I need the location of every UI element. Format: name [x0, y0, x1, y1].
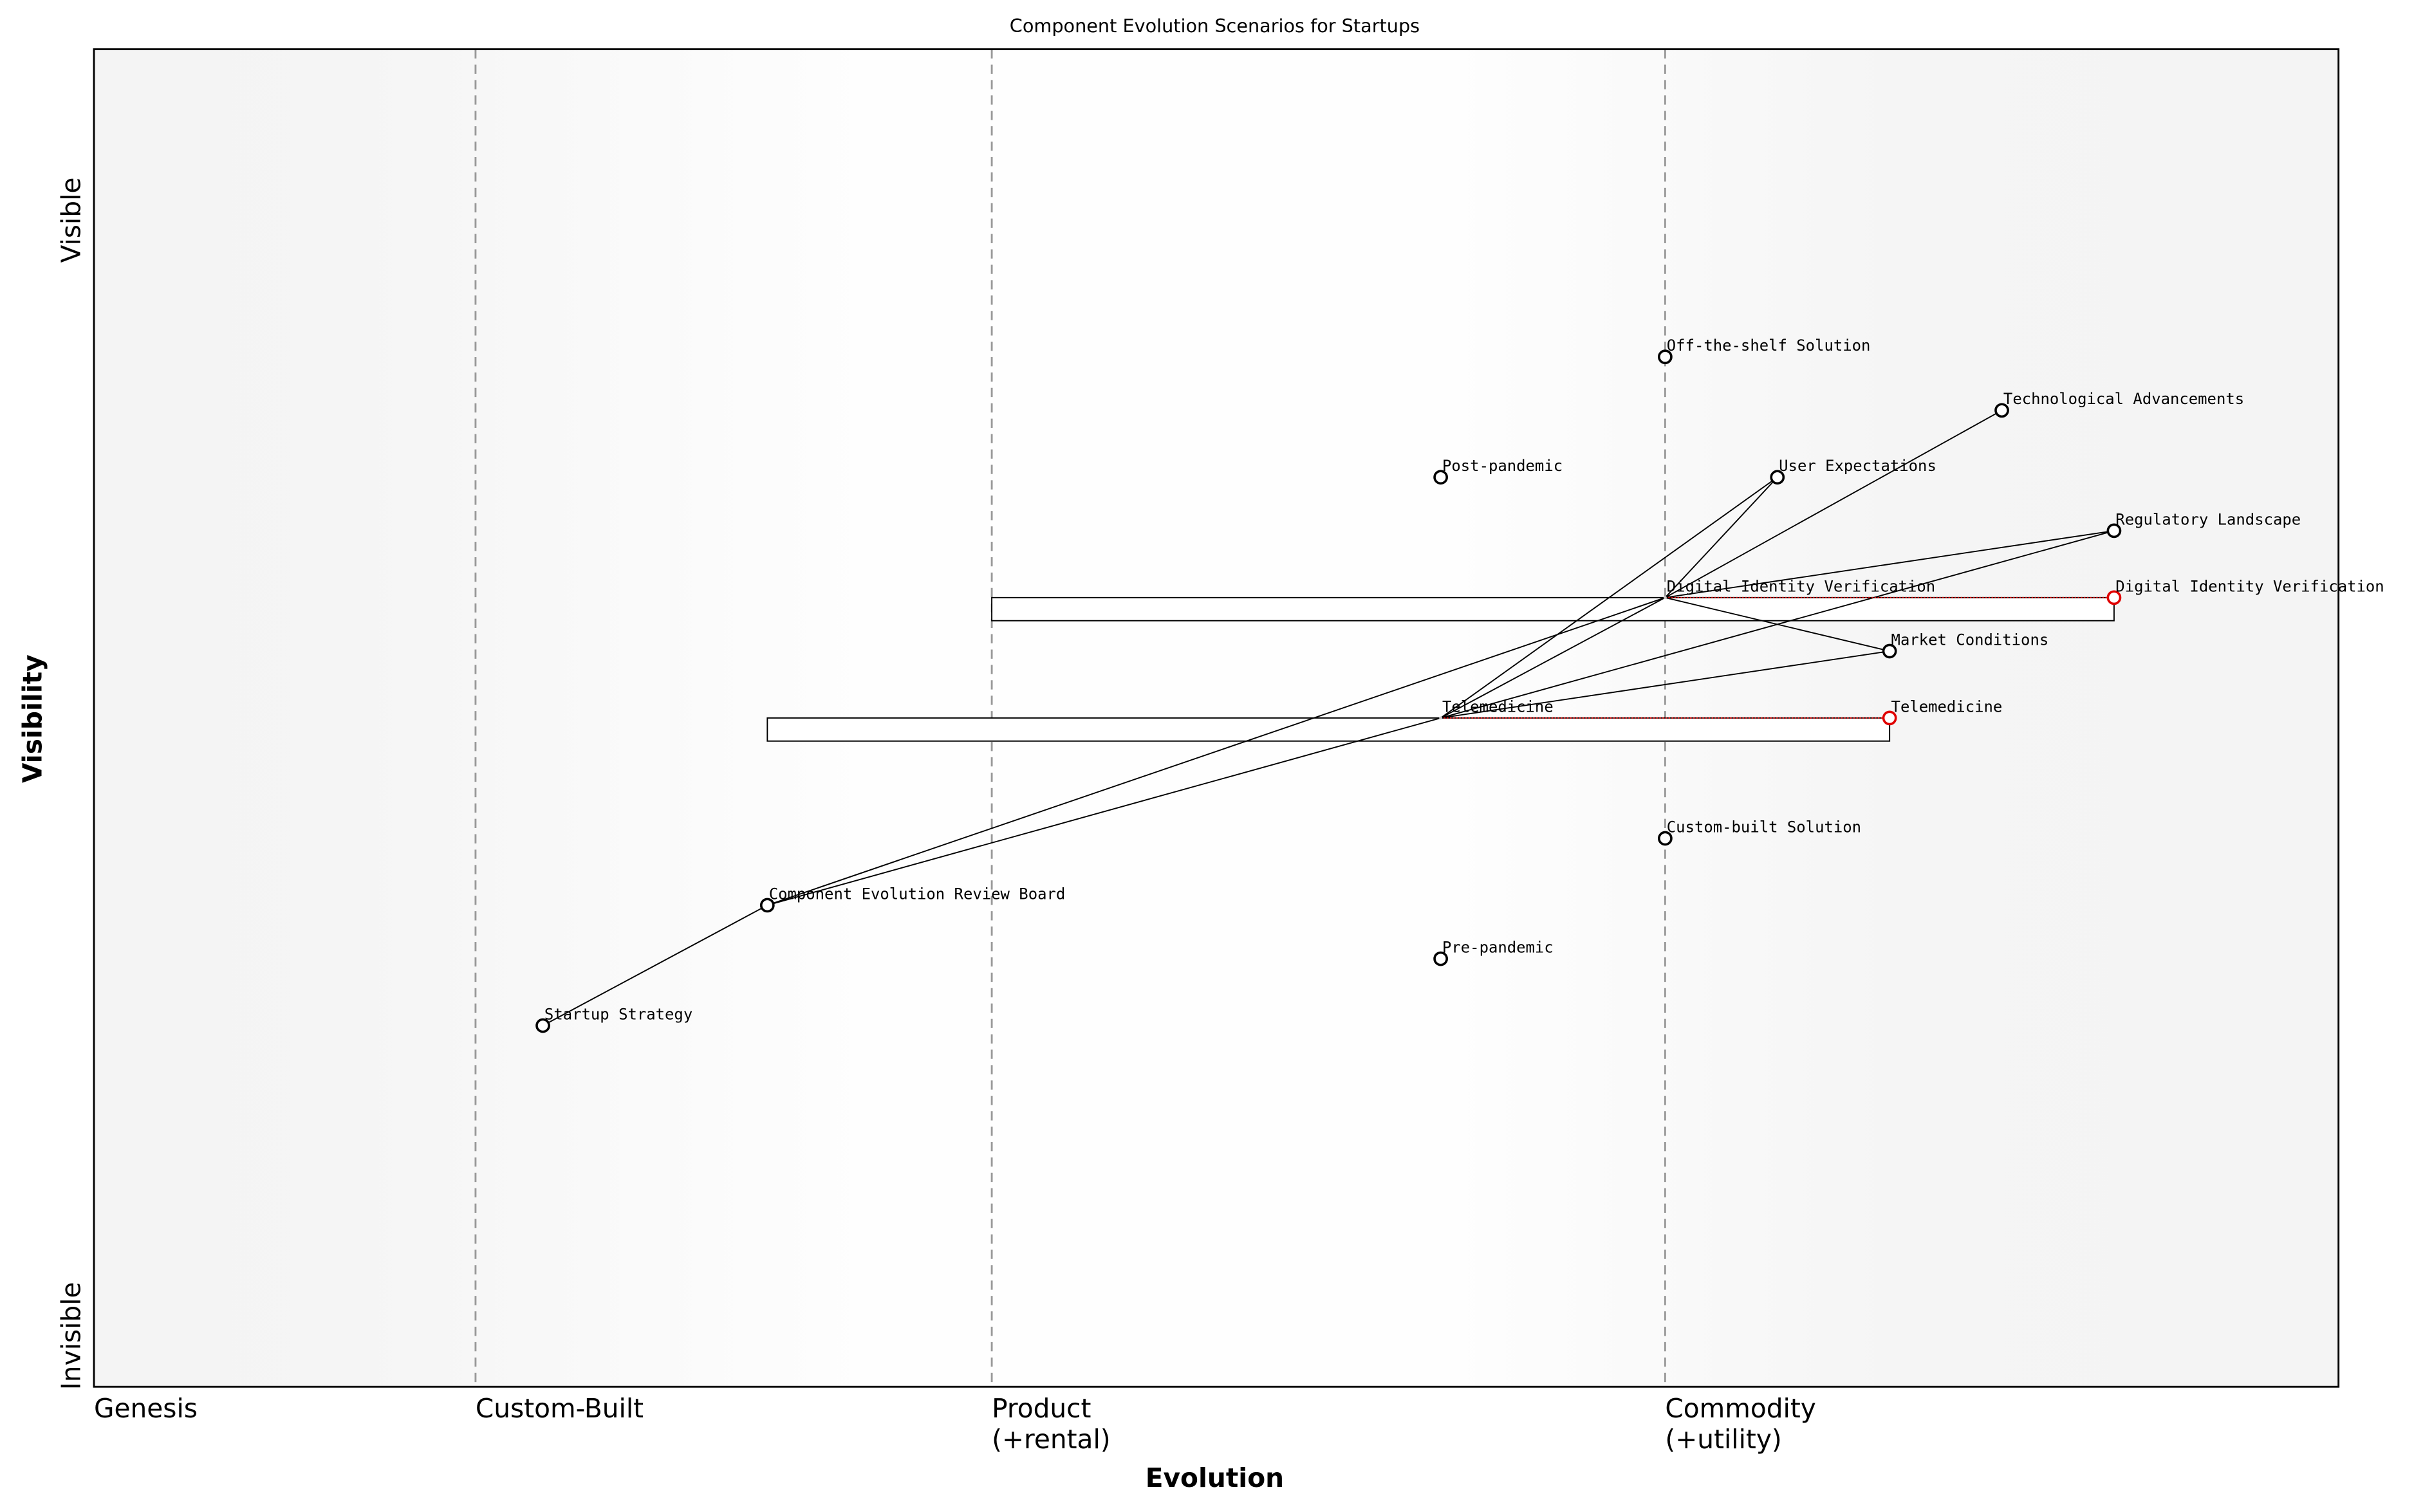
y-axis-title: Visibility — [17, 654, 48, 783]
evolved-marker — [1882, 710, 1897, 726]
component-label: Post-pandemic — [1442, 457, 1563, 475]
component-label: Market Conditions — [1891, 631, 2049, 649]
plot-layer: Genesis Custom-Built Product (+rental) Commo… — [94, 49, 2384, 1455]
link — [1664, 477, 1778, 598]
link — [1440, 650, 1890, 719]
evolved-label: Digital Identity Verification — [2115, 577, 2384, 595]
y-bottom-label: Invisible — [55, 1282, 86, 1390]
pipeline — [991, 596, 2115, 622]
component-marker — [1433, 951, 1448, 966]
plot-frame — [93, 48, 2340, 1388]
stage-label-line: Custom-Built — [476, 1393, 644, 1424]
component-marker — [1433, 470, 1448, 485]
component-marker — [1439, 716, 1443, 720]
stage-label-line: Product — [992, 1393, 1091, 1424]
component-marker — [1658, 831, 1673, 846]
link — [767, 596, 1666, 906]
component-label: Technological Advancements — [2003, 390, 2244, 408]
component-marker — [1770, 470, 1785, 485]
evolved-label: Telemedicine — [1891, 697, 2003, 715]
stage-label: Custom-Built — [476, 1393, 644, 1424]
pipeline — [766, 717, 1891, 742]
component-label: Telemedicine — [1442, 697, 1554, 715]
link — [543, 905, 768, 1026]
component-label: Digital Identity Verification — [1667, 577, 1935, 595]
component-marker — [1994, 403, 2009, 418]
component-marker — [535, 1018, 550, 1033]
chart-title: Component Evolution Scenarios for Startu… — [1010, 15, 1420, 37]
stage-label: Product (+rental) — [992, 1393, 1111, 1455]
link — [1665, 530, 2115, 598]
component-label: Regulatory Landscape — [2115, 510, 2301, 528]
stage-label: Genesis — [94, 1393, 198, 1424]
component-marker — [759, 898, 775, 913]
component-label: Component Evolution Review Board — [769, 885, 1066, 903]
x-axis-title: Evolution — [1146, 1462, 1284, 1493]
evolved-marker — [2106, 590, 2122, 605]
y-top-label: Visible — [55, 178, 86, 263]
link — [1440, 476, 1778, 719]
component-label: Pre-pandemic — [1442, 939, 1554, 957]
component-marker — [1663, 596, 1667, 600]
link — [767, 717, 1441, 906]
component-label: Custom-built Solution — [1667, 818, 1861, 836]
link — [1665, 596, 1890, 652]
component-label: Startup Strategy — [544, 1005, 692, 1023]
stage-label-line: Genesis — [94, 1393, 198, 1424]
stage-label-line: Commodity — [1665, 1393, 1815, 1424]
stage-label-line: (+utility) — [1665, 1424, 1781, 1455]
stage-label-line: (+rental) — [992, 1424, 1111, 1455]
component-marker — [1882, 643, 1897, 659]
component-marker — [2106, 523, 2122, 539]
stage-label: Commodity (+utility) — [1665, 1393, 1815, 1455]
component-label: Off-the-shelf Solution — [1667, 337, 1871, 355]
link — [1664, 409, 2003, 598]
component-label: User Expectations — [1779, 457, 1936, 475]
component-marker — [1658, 349, 1673, 365]
link — [1440, 596, 1666, 719]
